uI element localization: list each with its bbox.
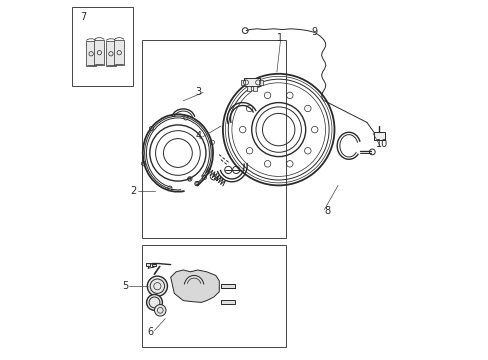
Text: 4: 4 (195, 131, 201, 141)
Bar (259, 80, 263, 85)
Circle shape (154, 305, 166, 316)
Text: 5: 5 (122, 281, 128, 291)
Text: 2: 2 (130, 186, 137, 196)
Circle shape (146, 294, 162, 310)
Text: 10: 10 (375, 139, 387, 149)
Text: 8: 8 (324, 206, 330, 216)
Bar (142, 40, 285, 238)
Text: 3: 3 (195, 87, 201, 97)
Text: 7: 7 (80, 12, 86, 22)
Polygon shape (86, 41, 96, 66)
Polygon shape (106, 41, 116, 66)
Polygon shape (114, 40, 124, 65)
Bar (253, 86, 256, 91)
Bar (221, 300, 235, 304)
Text: 6: 6 (147, 327, 153, 337)
Bar (241, 80, 244, 85)
Bar (145, 263, 149, 266)
Bar (142, 245, 285, 347)
Bar (373, 132, 384, 140)
Bar (247, 86, 250, 91)
Text: 9: 9 (311, 27, 317, 37)
Circle shape (147, 276, 167, 296)
Bar (152, 264, 156, 266)
Bar (72, 7, 133, 86)
Polygon shape (170, 270, 219, 302)
Polygon shape (94, 40, 104, 65)
Text: 1: 1 (277, 33, 283, 43)
Bar (244, 78, 259, 86)
Bar (221, 284, 235, 288)
